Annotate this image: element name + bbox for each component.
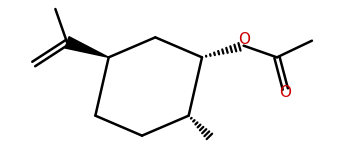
Text: O: O <box>279 86 291 100</box>
Text: O: O <box>238 32 250 47</box>
Polygon shape <box>65 37 109 57</box>
